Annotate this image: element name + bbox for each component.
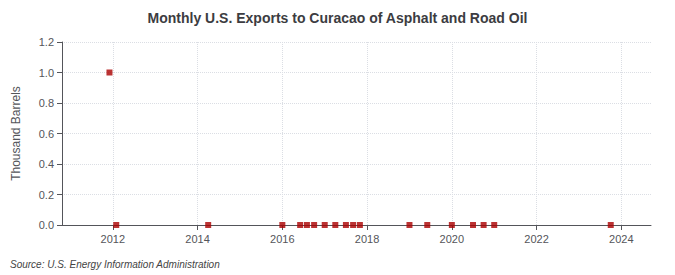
svg-text:1.2: 1.2 [39, 36, 54, 48]
svg-text:2024: 2024 [609, 233, 633, 245]
svg-text:2022: 2022 [524, 233, 548, 245]
svg-text:0.6: 0.6 [39, 128, 54, 140]
svg-text:0.8: 0.8 [39, 97, 54, 109]
svg-text:0.4: 0.4 [39, 158, 54, 170]
svg-text:2020: 2020 [440, 233, 464, 245]
svg-text:2012: 2012 [101, 233, 125, 245]
svg-text:2014: 2014 [185, 233, 209, 245]
svg-text:2018: 2018 [355, 233, 379, 245]
svg-text:1.0: 1.0 [39, 67, 54, 79]
svg-text:2016: 2016 [270, 233, 294, 245]
svg-text:Monthly U.S. Exports to Curaca: Monthly U.S. Exports to Curacao of Aspha… [148, 10, 528, 26]
svg-text:0.2: 0.2 [39, 189, 54, 201]
svg-text:0.0: 0.0 [39, 219, 54, 231]
svg-text:Source: U.S. Energy Informatio: Source: U.S. Energy Information Administ… [10, 259, 220, 270]
svg-text:Thousand Barrels: Thousand Barrels [9, 86, 23, 181]
